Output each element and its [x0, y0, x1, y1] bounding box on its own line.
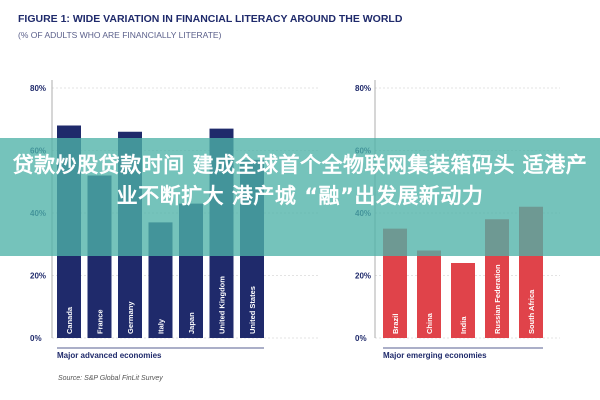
headline-text[interactable]: 贷款炒股贷款时间 建成全球首个全物联网集装箱码头 适港产业不断扩大 港产城 “融… [12, 153, 588, 208]
y-tick-label: 80% [355, 84, 371, 93]
category-label: Germany [126, 301, 135, 334]
category-label: Italy [157, 318, 166, 334]
category-label: South Africa [527, 289, 536, 334]
category-label: China [425, 312, 434, 334]
chart-subtitle: (% OF ADULTS WHO ARE FINANCIALLY LITERAT… [18, 30, 222, 40]
bar [417, 250, 441, 338]
category-label: United Kingdom [218, 276, 227, 334]
category-label: Canada [65, 306, 74, 334]
y-tick-label: 20% [355, 272, 371, 281]
group-label: Major emerging economies [383, 351, 487, 360]
category-label: United States [248, 286, 257, 334]
source-note: Source: S&P Global FinLit Survey [58, 375, 163, 382]
y-tick-label: 80% [30, 84, 46, 93]
y-tick-label: 0% [30, 334, 42, 343]
headline-banner [0, 138, 600, 256]
y-tick-label: 20% [30, 272, 46, 281]
category-label: France [96, 309, 105, 334]
bar [451, 263, 475, 338]
y-tick-label: 0% [355, 334, 367, 343]
category-label: India [459, 316, 468, 334]
category-label: Russian Federation [493, 264, 502, 334]
chart-title: FIGURE 1: WIDE VARIATION IN FINANCIAL LI… [18, 13, 403, 25]
group-label: Major advanced economies [57, 351, 162, 360]
category-label: Brazil [391, 314, 400, 334]
category-label: Japan [187, 312, 196, 334]
